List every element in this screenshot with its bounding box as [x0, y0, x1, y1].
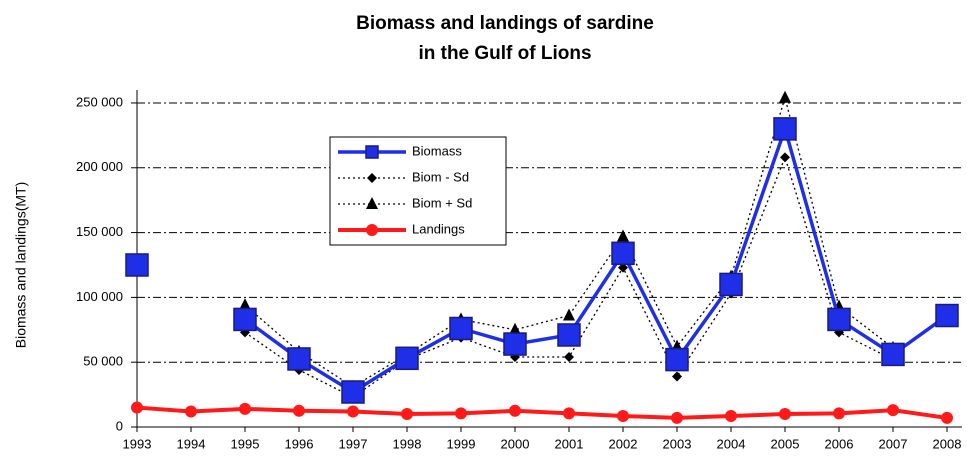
x-tick-label: 1999: [447, 436, 476, 451]
marker: [125, 253, 149, 277]
marker: [935, 303, 959, 328]
x-tick-label: 1998: [393, 436, 422, 451]
legend: Biomass Biom - Sd Biom + Sd Landings: [329, 136, 507, 246]
marker: [725, 409, 737, 422]
marker: [509, 404, 521, 417]
x-tick-label: 1996: [285, 436, 314, 451]
marker: [185, 405, 197, 418]
series-line: [136, 405, 948, 420]
y-tick-label: 150 000: [76, 224, 123, 239]
x-tick-label: 1995: [231, 436, 260, 451]
x-tick-label: 2001: [555, 436, 584, 451]
marker: [239, 298, 251, 311]
chart-title: Biomass and landings of sardine: [356, 13, 654, 34]
y-tick-label: 100 000: [76, 289, 123, 304]
marker: [366, 197, 378, 209]
marker: [401, 408, 413, 421]
y-tick-label: 200 000: [76, 159, 123, 174]
marker: [618, 262, 628, 273]
x-tick-label: 2002: [609, 436, 638, 451]
y-axis-label: Biomass and landings(MT): [13, 182, 29, 349]
marker: [233, 307, 257, 332]
marker: [347, 405, 359, 418]
marker: [719, 272, 743, 297]
marker: [449, 316, 473, 341]
marker: [131, 401, 143, 414]
marker: [366, 224, 378, 236]
marker: [563, 407, 575, 420]
legend-label: Landings: [412, 221, 465, 236]
marker: [564, 352, 574, 363]
marker: [611, 241, 635, 266]
x-tick-label: 2000: [501, 436, 530, 451]
marker: [833, 407, 845, 420]
y-tick-label: 50 000: [83, 354, 123, 369]
marker: [671, 411, 683, 424]
marker: [341, 380, 365, 404]
marker: [881, 342, 905, 367]
marker: [617, 409, 629, 422]
legend-label: Biom + Sd: [412, 195, 472, 210]
legend-label: Biom - Sd: [412, 169, 469, 184]
marker: [365, 145, 379, 159]
marker: [293, 404, 305, 417]
chart-title: in the Gulf of Lions: [418, 43, 591, 64]
marker: [779, 90, 791, 103]
marker: [509, 322, 521, 335]
marker: [367, 173, 377, 183]
x-tick-label: 1993: [123, 436, 152, 451]
marker: [665, 347, 689, 372]
y-tick-label: 0: [116, 418, 123, 433]
y-tick-label: 250 000: [76, 94, 123, 109]
marker: [239, 402, 251, 415]
legend-label: Biomass: [412, 143, 462, 158]
x-tick-label: 1994: [177, 436, 206, 451]
x-tick-label: 2004: [717, 436, 746, 451]
marker: [773, 117, 797, 141]
x-tick-label: 2003: [663, 436, 692, 451]
marker: [941, 411, 953, 424]
x-tick-label: 2005: [771, 436, 800, 451]
marker: [557, 323, 581, 347]
marker: [503, 332, 527, 356]
marker: [617, 229, 629, 242]
x-tick-label: 2006: [825, 436, 854, 451]
marker: [672, 371, 682, 382]
marker: [455, 407, 467, 420]
x-tick-label: 2007: [879, 436, 908, 451]
marker: [827, 307, 851, 332]
marker: [563, 308, 575, 321]
x-tick-label: 1997: [339, 436, 368, 451]
marker: [395, 346, 419, 371]
marker: [779, 408, 791, 421]
marker: [780, 152, 790, 163]
marker: [887, 404, 899, 417]
legend-box: [329, 136, 507, 246]
x-tick-label: 2008: [933, 436, 962, 451]
marker: [287, 347, 311, 371]
